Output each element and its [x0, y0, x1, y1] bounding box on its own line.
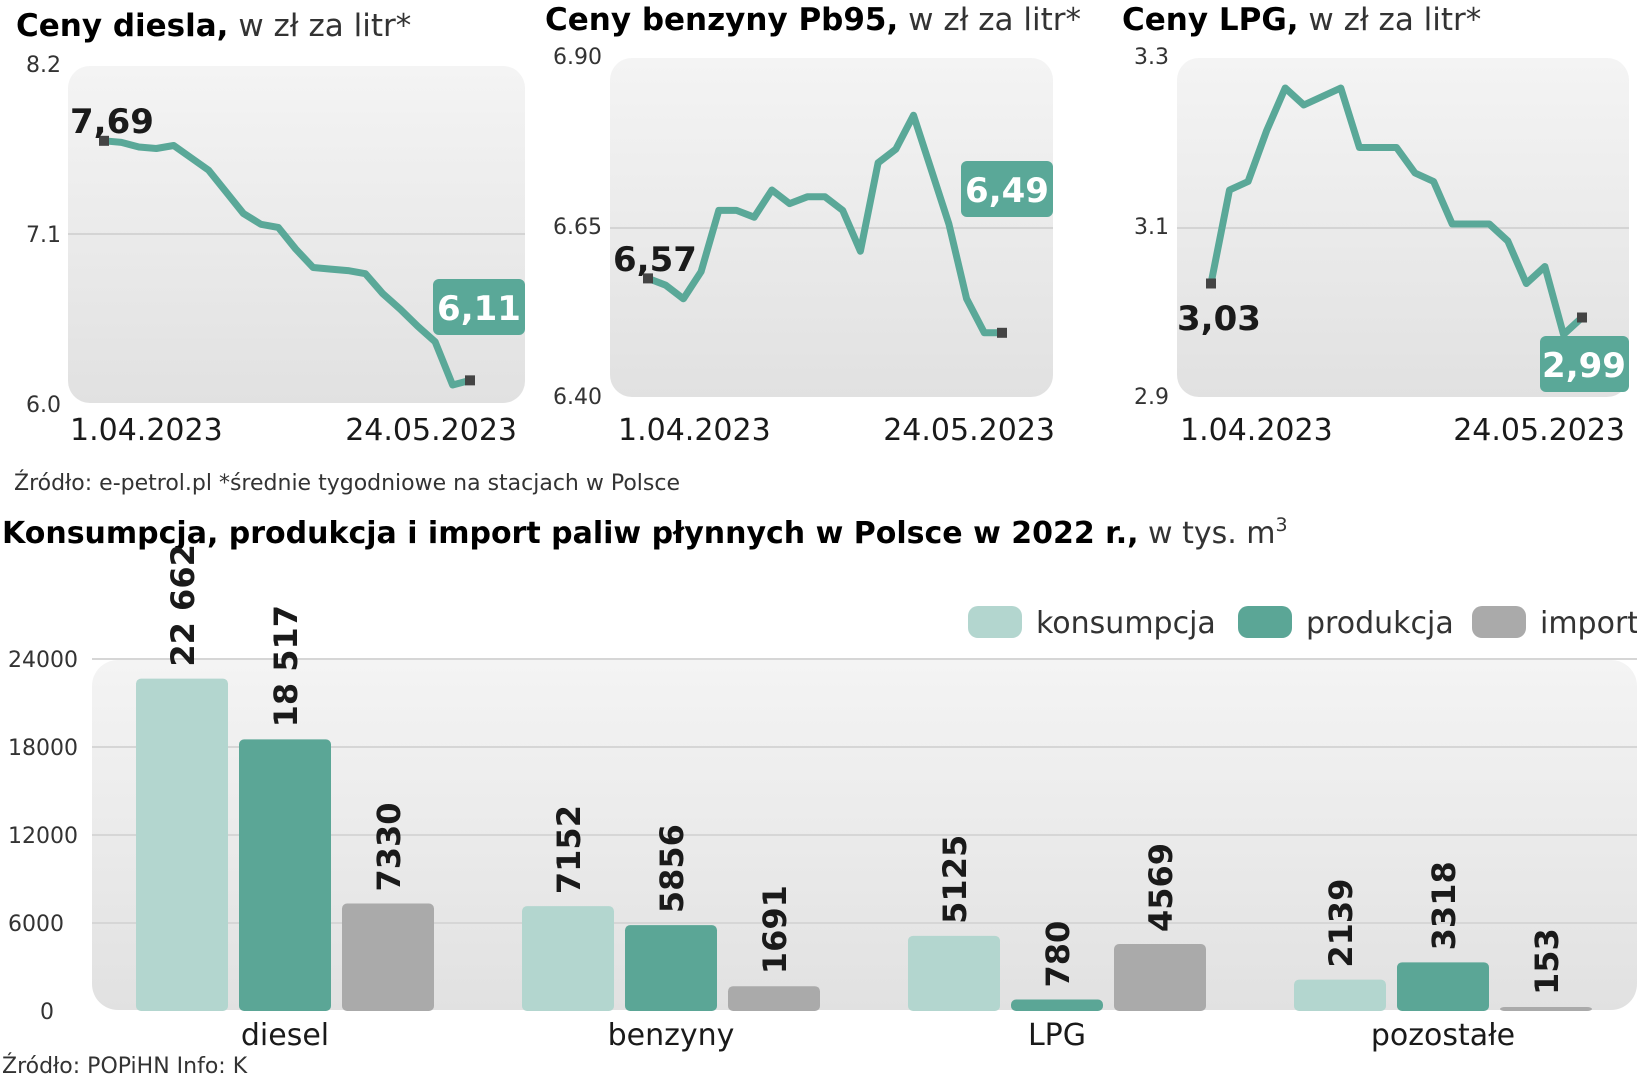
- bar-value-labels: 22 662 18 517 7330 7152 5856 1691 5125 780 4569 2…: [164, 544, 1566, 995]
- bar-produkcja-3: [1397, 962, 1489, 1011]
- petrol-x-start-date: 1.04.2023: [618, 413, 771, 448]
- legend-swatch-konsumpcja: [968, 606, 1022, 638]
- category-label-pozostale: pozostałe: [1371, 1018, 1515, 1053]
- lpg-start-marker: [1206, 278, 1216, 289]
- diesel-title-light: w zł za litr*: [228, 8, 411, 44]
- lpg-ytick-top: 3.3: [1134, 45, 1169, 70]
- bar-value-label-import-3: 153: [1528, 928, 1566, 995]
- lpg-end-value: 2,99: [1542, 346, 1626, 386]
- bar-import-0: [342, 903, 434, 1011]
- legend-label-produkcja: produkcja: [1306, 606, 1454, 641]
- bar-konsumpcja-3: [1294, 979, 1386, 1011]
- petrol-end-value: 6,49: [965, 171, 1049, 211]
- bar-produkcja-2: [1011, 999, 1103, 1011]
- bar-marks: [136, 678, 1592, 1011]
- bar-ytick-18000: 18000: [8, 736, 78, 761]
- bar-import-1: [728, 986, 820, 1011]
- lpg-ytick-mid: 3.1: [1134, 215, 1169, 240]
- bar-ytick-24000: 24000: [8, 648, 78, 673]
- fuel-balance-bar-chart: Konsumpcja, produkcja i import paliw pły…: [2, 514, 1637, 1053]
- legend-label-konsumpcja: konsumpcja: [1036, 606, 1216, 641]
- diesel-start-marker: [99, 135, 109, 146]
- petrol-title-bold: Ceny benzyny Pb95,: [545, 2, 898, 38]
- diesel-price-line: [100, 137, 474, 389]
- price-source-note: Źródło: e-petrol.pl *średnie tygodniowe …: [14, 470, 680, 496]
- bar-value-label-produkcja-2: 780: [1039, 921, 1077, 988]
- bar-konsumpcja-2: [908, 935, 1000, 1011]
- diesel-ytick-top: 8.2: [26, 53, 61, 78]
- petrol-end-marker: [997, 327, 1007, 338]
- bar-title-superscript: 3: [1276, 514, 1288, 536]
- petrol-price-chart: Ceny benzyny Pb95, w zł za litr* 6.90 6.…: [545, 2, 1081, 448]
- category-label-benzyny: benzyny: [608, 1018, 735, 1053]
- bar-ytick-12000: 12000: [8, 824, 78, 849]
- lpg-start-value: 3,03: [1177, 299, 1261, 339]
- bar-value-label-konsumpcja-3: 2139: [1322, 879, 1360, 968]
- petrol-start-value: 6,57: [613, 240, 697, 280]
- diesel-ytick-mid: 7.1: [26, 223, 61, 248]
- petrol-x-end-date: 24.05.2023: [883, 413, 1055, 448]
- lpg-x-start-date: 1.04.2023: [1180, 413, 1333, 448]
- category-label-diesel: diesel: [241, 1018, 329, 1053]
- bar-gridlines: [92, 658, 1637, 924]
- diesel-end-badge: [433, 279, 525, 335]
- diesel-x-end-date: 24.05.2023: [345, 413, 517, 448]
- bar-ytick-6000: 6000: [8, 912, 64, 937]
- petrol-chart-title: Ceny benzyny Pb95, w zł za litr*: [545, 2, 1081, 38]
- legend-label-import: import: [1540, 606, 1637, 641]
- lpg-end-badge: [1540, 336, 1629, 392]
- petrol-price-line: [644, 111, 1006, 337]
- bar-import-3: [1500, 1007, 1592, 1011]
- legend-swatch-import: [1472, 606, 1526, 638]
- petrol-end-badge: [961, 161, 1053, 217]
- bar-value-label-import-0: 7330: [370, 802, 408, 891]
- bar-produkcja-1: [625, 925, 717, 1011]
- bar-import-2: [1114, 943, 1206, 1011]
- bar-value-label-konsumpcja-0: 22 662: [164, 544, 202, 666]
- bar-value-label-produkcja-3: 3318: [1425, 861, 1463, 950]
- lpg-title-bold: Ceny LPG,: [1122, 2, 1299, 38]
- diesel-start-value: 7,69: [70, 102, 154, 142]
- diesel-chart-title: Ceny diesla, w zł za litr*: [16, 8, 411, 44]
- bar-produkcja-0: [239, 739, 331, 1011]
- bar-konsumpcja-0: [136, 678, 228, 1011]
- petrol-ytick-mid: 6.65: [553, 215, 602, 240]
- bar-value-label-import-2: 4569: [1142, 843, 1180, 932]
- bar-value-label-import-1: 1691: [756, 885, 794, 974]
- lpg-price-chart: Ceny LPG, w zł za litr* 3.3 3.1 2.9 3,03…: [1122, 2, 1629, 448]
- petrol-start-marker: [643, 273, 653, 284]
- bar-value-label-produkcja-1: 5856: [653, 824, 691, 913]
- bar-legend: konsumpcja produkcja import: [968, 606, 1637, 641]
- category-label-lpg: LPG: [1028, 1018, 1086, 1053]
- legend-swatch-produkcja: [1238, 606, 1292, 638]
- diesel-x-start-date: 1.04.2023: [70, 413, 223, 448]
- lpg-title-light: w zł za litr*: [1299, 2, 1482, 38]
- lpg-chart-title: Ceny LPG, w zł za litr*: [1122, 2, 1481, 38]
- lpg-end-marker: [1577, 312, 1587, 323]
- bar-source-note: Źródło: POPiHN Info: K: [2, 1053, 248, 1079]
- bar-chart-title: Konsumpcja, produkcja i import paliw pły…: [2, 514, 1288, 551]
- bar-value-label-produkcja-0: 18 517: [267, 605, 305, 727]
- diesel-ytick-bottom: 6.0: [26, 393, 61, 418]
- bar-konsumpcja-1: [522, 906, 614, 1011]
- diesel-end-value: 6,11: [437, 289, 521, 329]
- bar-title-bold: Konsumpcja, produkcja i import paliw pły…: [2, 516, 1138, 551]
- diesel-end-marker: [465, 375, 475, 386]
- lpg-ytick-bottom: 2.9: [1134, 385, 1169, 410]
- bar-ytick-0: 0: [40, 1000, 54, 1025]
- lpg-x-end-date: 24.05.2023: [1453, 413, 1625, 448]
- bar-value-label-konsumpcja-2: 5125: [936, 835, 974, 924]
- diesel-price-chart: Ceny diesla, w zł za litr* 8.2 7.1 6.0 7…: [16, 8, 525, 448]
- petrol-title-light: w zł za litr*: [898, 2, 1081, 38]
- diesel-title-bold: Ceny diesla,: [16, 8, 228, 44]
- lpg-price-line: [1207, 84, 1586, 338]
- petrol-ytick-top: 6.90: [553, 45, 602, 70]
- bar-value-label-konsumpcja-1: 7152: [550, 805, 588, 894]
- petrol-ytick-bottom: 6.40: [553, 385, 602, 410]
- bar-title-light: w tys. m: [1138, 516, 1275, 551]
